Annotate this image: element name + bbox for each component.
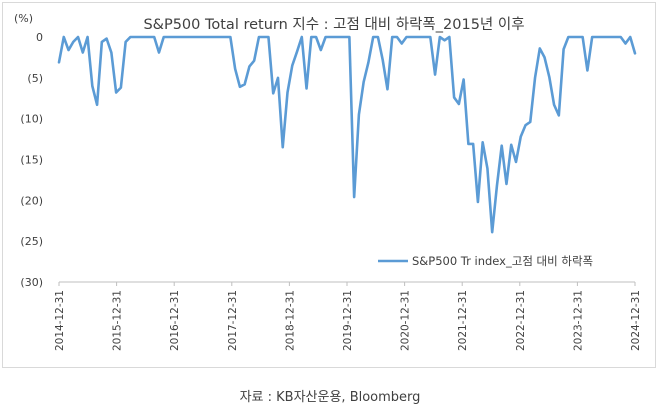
- y-tick-label: (5): [27, 72, 43, 85]
- y-tick-label: (25): [20, 235, 43, 248]
- x-tick-label: 2015-12-31: [112, 290, 124, 351]
- y-tick-label: 0: [36, 31, 43, 44]
- x-tick-label: 2016-12-31: [169, 290, 181, 351]
- x-tick-label: 2023-12-31: [572, 290, 584, 351]
- source-note: 자료 : KB자산운용, Bloomberg: [239, 390, 421, 405]
- legend-label: S&P500 Tr index_고점 대비 하락폭: [412, 254, 593, 268]
- y-tick-label: (30): [20, 276, 43, 289]
- x-tick-label: 2021-12-31: [457, 290, 469, 351]
- x-tick-label: 2018-12-31: [284, 290, 296, 351]
- x-axis: 2014-12-31 2015-12-31 2016-12-31 2017-12-31…: [54, 281, 642, 351]
- series-line-sp500-drawdown: [57, 35, 637, 234]
- y-axis-ticks: 0 (5) (10) (15) (20) (25) (30): [20, 31, 43, 289]
- chart-title: S&P500 Total return 지수 : 고점 대비 하락폭_2015년…: [143, 16, 524, 33]
- y-axis-unit-label: (%): [14, 12, 33, 25]
- y-tick-label: (10): [20, 113, 43, 126]
- x-tick-label: 2014-12-31: [54, 290, 66, 351]
- legend: S&P500 Tr index_고점 대비 하락폭: [378, 254, 593, 268]
- x-tick-label: 2020-12-31: [400, 290, 412, 351]
- chart-frame: S&P500 Total return 지수 : 고점 대비 하락폭_2015년…: [2, 2, 656, 368]
- y-tick-label: (15): [20, 154, 43, 167]
- y-tick-label: (20): [20, 194, 43, 207]
- x-tick-label: 2019-12-31: [342, 290, 354, 351]
- x-tick-label: 2017-12-31: [227, 290, 239, 351]
- drawdown-chart: S&P500 Total return 지수 : 고점 대비 하락폭_2015년…: [14, 12, 642, 351]
- x-tick-label: 2024-12-31: [630, 290, 642, 351]
- x-tick-label: 2022-12-31: [515, 290, 527, 351]
